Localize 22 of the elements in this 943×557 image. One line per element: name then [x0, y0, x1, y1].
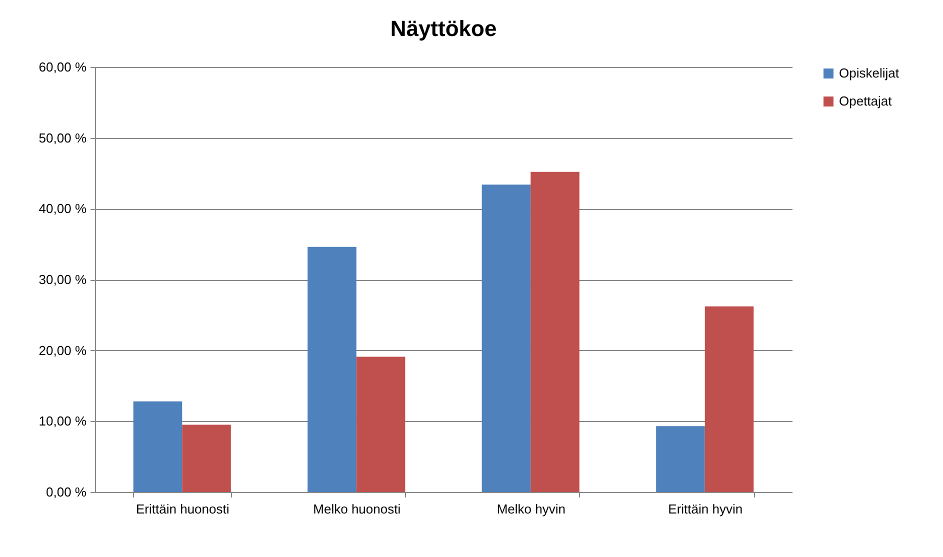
bar: [482, 184, 531, 492]
x-tick-label: Erittäin hyvin: [668, 502, 743, 516]
y-tick-label: 30,00 %: [38, 272, 87, 287]
y-tick-label: 50,00 %: [38, 130, 87, 146]
x-tick-label: Melko hyvin: [496, 502, 566, 516]
y-tick-label: 0,00 %: [46, 484, 87, 500]
y-tick-label: 10,00 %: [38, 414, 87, 429]
y-tick-label: 20,00 %: [38, 342, 87, 358]
bar: [308, 246, 356, 492]
bar: [656, 426, 705, 492]
bar: [182, 424, 231, 492]
legend-label: Opettajat: [839, 94, 892, 108]
chart-title: Näyttökoe: [390, 16, 497, 41]
y-tick-label: 60,00 %: [38, 60, 87, 74]
y-tick-label: 40,00 %: [38, 201, 87, 216]
bar: [356, 356, 406, 492]
x-tick-label: Erittäin huonosti: [136, 502, 230, 516]
bar: [530, 172, 580, 492]
bar: [704, 306, 754, 492]
legend-label: Opiskelijat: [839, 66, 900, 80]
bar: [133, 401, 182, 492]
x-tick-label: Melko huonosti: [313, 502, 401, 516]
